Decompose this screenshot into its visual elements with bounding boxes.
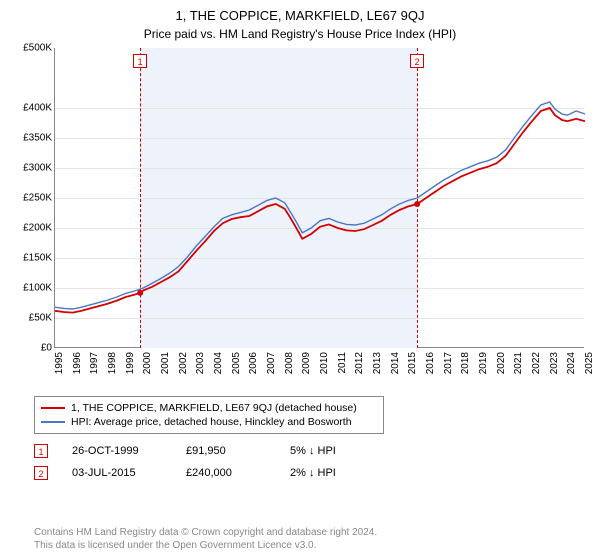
y-tick-label: £350K xyxy=(23,133,52,144)
chart-title: 1, THE COPPICE, MARKFIELD, LE67 9QJ xyxy=(0,0,600,23)
legend-swatch xyxy=(41,421,65,422)
x-tick-label: 1995 xyxy=(54,352,65,374)
footnote-line: Contains HM Land Registry data © Crown c… xyxy=(34,526,377,539)
x-tick-label: 2018 xyxy=(460,352,471,374)
sales-table: 1 26-OCT-1999 £91,950 5% ↓ HPI 2 03-JUL-2015 £… xyxy=(34,440,370,484)
sales-row: 2 03-JUL-2015 £240,000 2% ↓ HPI xyxy=(34,462,370,484)
chart-area: £0 £50K £100K £150K £200K £250K £300K £350K £400… xyxy=(10,48,590,388)
x-tick-label: 2012 xyxy=(354,352,365,374)
x-tick-label: 2013 xyxy=(372,352,383,374)
x-tick-label: 2021 xyxy=(513,352,524,374)
series-property_price xyxy=(55,108,585,313)
sales-row-badge: 1 xyxy=(34,444,48,458)
y-tick-label: £150K xyxy=(23,253,52,264)
sales-row-price: £240,000 xyxy=(186,467,266,479)
sale-point xyxy=(137,290,143,296)
y-tick-label: £250K xyxy=(23,193,52,204)
y-tick-label: £200K xyxy=(23,223,52,234)
chart-svg xyxy=(55,48,584,347)
y-tick-label: £50K xyxy=(29,313,52,324)
sale-marker-badge: 2 xyxy=(410,54,424,68)
x-tick-label: 2000 xyxy=(142,352,153,374)
x-tick-label: 2014 xyxy=(390,352,401,374)
sales-row-date: 26-OCT-1999 xyxy=(72,445,162,457)
y-tick-label: £300K xyxy=(23,163,52,174)
x-tick-label: 2006 xyxy=(248,352,259,374)
x-tick-label: 2007 xyxy=(266,352,277,374)
y-tick-label: £0 xyxy=(41,343,52,354)
x-tick-label: 2004 xyxy=(213,352,224,374)
x-tick-label: 1996 xyxy=(72,352,83,374)
x-tick-label: 2023 xyxy=(549,352,560,374)
x-tick-label: 2003 xyxy=(195,352,206,374)
x-tick-label: 2025 xyxy=(584,352,595,374)
footnote-line: This data is licensed under the Open Gov… xyxy=(34,539,377,552)
x-tick-label: 2016 xyxy=(425,352,436,374)
sales-row: 1 26-OCT-1999 £91,950 5% ↓ HPI xyxy=(34,440,370,462)
y-axis: £0£50K£100K£150K£200K£250K£300K£350K£400… xyxy=(10,48,54,348)
y-tick-label: £400K xyxy=(23,103,52,114)
y-tick-label: £500K xyxy=(23,43,52,54)
sales-row-badge: 2 xyxy=(34,466,48,480)
sales-row-diff: 2% ↓ HPI xyxy=(290,467,370,479)
x-tick-label: 2024 xyxy=(566,352,577,374)
chart-subtitle: Price paid vs. HM Land Registry's House … xyxy=(0,23,600,47)
x-tick-label: 2011 xyxy=(337,352,348,374)
y-tick-label: £100K xyxy=(23,283,52,294)
sale-marker-badge: 1 xyxy=(133,54,147,68)
plot-area: 12 xyxy=(54,48,584,348)
legend-label: 1, THE COPPICE, MARKFIELD, LE67 9QJ (det… xyxy=(71,402,357,414)
x-tick-label: 2015 xyxy=(407,352,418,374)
footnote: Contains HM Land Registry data © Crown c… xyxy=(34,526,377,552)
legend-item: 1, THE COPPICE, MARKFIELD, LE67 9QJ (det… xyxy=(41,401,377,415)
legend: 1, THE COPPICE, MARKFIELD, LE67 9QJ (det… xyxy=(34,396,384,434)
x-tick-label: 2005 xyxy=(231,352,242,374)
x-tick-label: 2010 xyxy=(319,352,330,374)
x-tick-label: 2002 xyxy=(178,352,189,374)
x-tick-label: 2020 xyxy=(496,352,507,374)
x-tick-label: 2001 xyxy=(160,352,171,374)
series-hpi xyxy=(55,102,585,309)
x-tick-label: 2008 xyxy=(284,352,295,374)
x-tick-label: 2017 xyxy=(443,352,454,374)
x-tick-label: 2009 xyxy=(301,352,312,374)
x-tick-label: 1998 xyxy=(107,352,118,374)
x-tick-label: 1999 xyxy=(125,352,136,374)
legend-label: HPI: Average price, detached house, Hinc… xyxy=(71,416,352,428)
x-tick-label: 2022 xyxy=(531,352,542,374)
legend-swatch xyxy=(41,407,65,409)
sales-row-diff: 5% ↓ HPI xyxy=(290,445,370,457)
sales-row-price: £91,950 xyxy=(186,445,266,457)
x-tick-label: 2019 xyxy=(478,352,489,374)
sale-point xyxy=(414,201,420,207)
legend-item: HPI: Average price, detached house, Hinc… xyxy=(41,415,377,429)
sales-row-date: 03-JUL-2015 xyxy=(72,467,162,479)
x-tick-label: 1997 xyxy=(89,352,100,374)
x-axis: 1995 1996 1997 1998 1999 2000 2001 2002 2003 2004… xyxy=(54,348,584,388)
